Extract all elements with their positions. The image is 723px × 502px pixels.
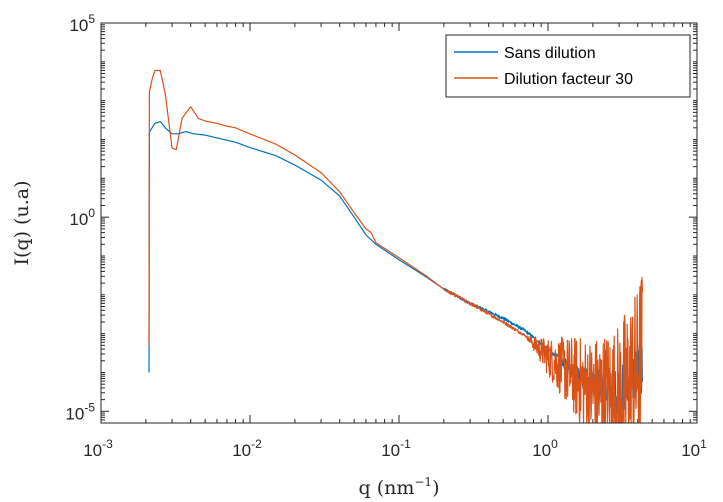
x-tick-label: 101 xyxy=(681,437,707,460)
x-tick-label-exponent: 0 xyxy=(551,437,558,451)
legend-label: Dilution facteur 30 xyxy=(504,71,633,88)
y-tick-label-base: 10 xyxy=(69,210,88,229)
x-tick-label-exponent: -2 xyxy=(251,437,262,451)
y-tick-label-exponent: 0 xyxy=(88,206,95,220)
y-tick-label-exponent: -5 xyxy=(84,400,95,414)
x-tick-label-base: 10 xyxy=(381,441,400,460)
y-tick-label: 100 xyxy=(69,206,95,229)
x-axis-label-superscript: −1 xyxy=(414,475,432,489)
x-tick-label: 100 xyxy=(532,437,558,460)
x-tick-label: 10-3 xyxy=(83,437,113,460)
series-line-2 xyxy=(148,69,643,424)
y-axis-label: I(q) (u.a) xyxy=(11,181,33,266)
legend-box xyxy=(445,34,691,98)
x-tick-label-exponent: 1 xyxy=(700,437,707,451)
y-tick-label: 105 xyxy=(69,12,95,35)
x-axis-label-suffix: ) xyxy=(432,477,439,499)
legend: Sans dilution Dilution facteur 30 xyxy=(445,34,691,98)
plot-frame xyxy=(100,22,698,424)
x-tick-label-base: 10 xyxy=(532,441,551,460)
y-tick-label-exponent: 5 xyxy=(88,12,95,26)
y-tick-label-base: 10 xyxy=(69,16,88,35)
x-tick-label: 10-2 xyxy=(232,437,262,460)
x-tick-label-base: 10 xyxy=(232,441,251,460)
y-tick-label-base: 10 xyxy=(65,404,84,423)
x-tick-label-exponent: -3 xyxy=(102,437,113,451)
y-tick-label: 10-5 xyxy=(65,400,95,423)
x-tick-label-base: 10 xyxy=(681,441,700,460)
x-axis-label-main: q (nm xyxy=(359,477,415,499)
legend-label: Sans dilution xyxy=(504,45,596,62)
x-axis-ticks: 10-3 10-2 10-1 100 101 xyxy=(83,23,707,460)
x-axis-label: q (nm−1) xyxy=(359,475,440,499)
x-tick-label-base: 10 xyxy=(83,441,102,460)
x-tick-label: 10-1 xyxy=(381,437,411,460)
series-layer xyxy=(148,69,643,424)
x-tick-label-exponent: -1 xyxy=(400,437,411,451)
